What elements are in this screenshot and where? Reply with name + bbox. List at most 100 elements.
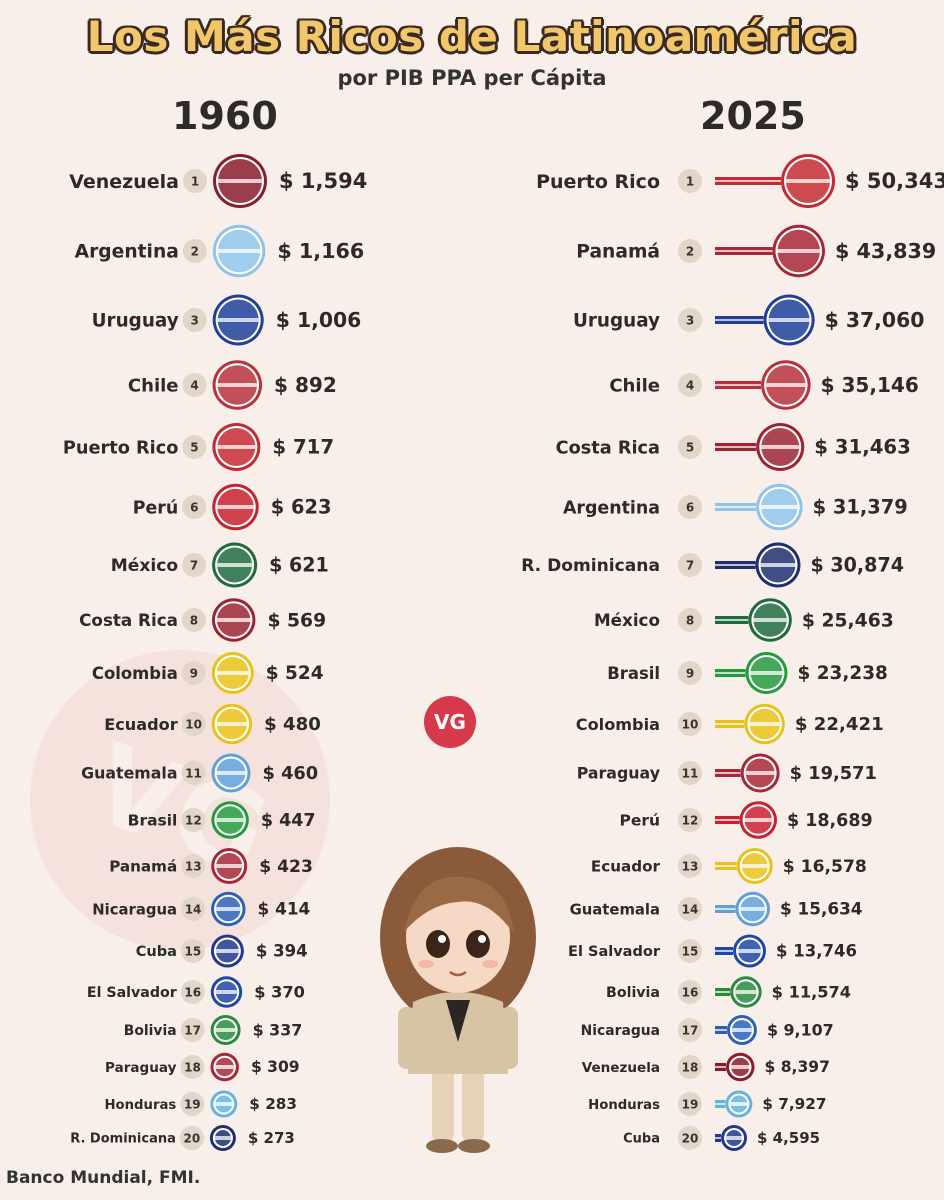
row1960-13-flag-stripe <box>216 864 243 868</box>
row1960-15-rank-badge <box>180 939 205 963</box>
row2025-3-rank-badge <box>678 308 702 332</box>
row2025-9-bar-stripe <box>715 672 746 674</box>
row1960-14-country-label: Nicaragua <box>92 901 177 918</box>
row2025-11-bar-stripe <box>715 772 741 774</box>
row2025-19-rank: 19 <box>682 1098 699 1112</box>
vg-badge: VG <box>424 696 476 748</box>
row2025-15-flag-stripe <box>738 949 762 953</box>
row2025-20-rank: 20 <box>682 1132 699 1146</box>
row2025-11-flag-stripe <box>745 771 775 775</box>
row1960-11-country-label: Guatemala <box>81 764 177 783</box>
row1960-19-rank-badge <box>180 1092 205 1116</box>
row1960-10-value-label: $ 480 <box>264 714 321 735</box>
row2025-15-rank: 15 <box>682 945 699 959</box>
row2025-2-bar-stripe <box>715 250 773 252</box>
row2025-11-value-label: $ 19,571 <box>790 763 877 784</box>
row1960-6-rank-badge <box>182 495 207 519</box>
row1960-16-flag-stripe <box>215 990 238 994</box>
row1960-10-rank-badge <box>181 712 206 736</box>
row2025-8-country-label: México <box>594 610 660 630</box>
row2025-7-country-label: R. Dominicana <box>521 556 660 576</box>
row2025-8-flag-stripe <box>753 618 787 622</box>
row1960-5-value-label: $ 717 <box>272 436 334 459</box>
row1960-15-flag-stripe <box>215 949 239 953</box>
row2025-8-bar-stripe <box>715 619 749 621</box>
row1960-6-value-label: $ 623 <box>271 496 332 519</box>
row1960-7-value-label: $ 621 <box>269 554 329 576</box>
row2025-2-rank-badge <box>678 239 702 263</box>
year-heading-1960: 1960 <box>172 94 278 138</box>
row2025-6-bar-stripe <box>715 506 757 508</box>
row1960-7-country-label: México <box>111 556 178 576</box>
row2025-17-flag-stripe <box>731 1028 752 1032</box>
row1960-8-value-label: $ 569 <box>267 610 326 631</box>
row2025-9-rank-badge <box>678 661 702 685</box>
row2025-16-rank: 16 <box>682 986 699 1000</box>
row1960-17-flag-stripe <box>215 1028 236 1032</box>
row2025-20-value-label: $ 4,595 <box>757 1129 820 1147</box>
row1960-18-rank-badge <box>180 1055 205 1079</box>
row2025-19-bar-stripe <box>715 1103 726 1105</box>
row1960-20-value-label: $ 273 <box>248 1129 295 1147</box>
row2025-2-rank: 2 <box>686 245 694 259</box>
row1960-17-value-label: $ 337 <box>253 1020 303 1039</box>
row2025-3-value-label: $ 37,060 <box>825 308 925 332</box>
row1960-17-rank: 17 <box>184 1024 201 1038</box>
row2025-17-rank-badge <box>678 1018 702 1042</box>
row2025-6-rank: 6 <box>686 501 694 515</box>
row1960-19-country-label: Honduras <box>104 1098 176 1113</box>
row1960-20-country-label: R. Dominicana <box>70 1132 176 1147</box>
row2025-13-flag-stripe <box>741 864 768 868</box>
row2025-12-rank-badge <box>678 808 702 832</box>
row1960-4-value-label: $ 892 <box>274 373 337 397</box>
row2025-12-rank: 12 <box>682 814 699 828</box>
row1960-16-value-label: $ 370 <box>254 982 305 1001</box>
row1960-1-flag-stripe <box>218 179 262 183</box>
row2025-13-bar-stripe <box>715 865 737 867</box>
row1960-13-country-label: Panamá <box>109 857 177 875</box>
row2025-3-rank: 3 <box>686 314 694 328</box>
row1960-2-flag-stripe <box>217 249 261 253</box>
row2025-10-bar-stripe <box>715 723 745 725</box>
row2025-16-rank-badge <box>678 980 702 1004</box>
row2025-9-country-label: Brasil <box>607 664 660 683</box>
row2025-20-flag-stripe <box>726 1136 743 1140</box>
row1960-18-rank: 18 <box>184 1061 201 1075</box>
row1960-3-rank-badge <box>182 308 207 332</box>
row1960-8-country-label: Costa Rica <box>79 610 178 630</box>
row2025-18-country-label: Venezuela <box>582 1060 660 1076</box>
row1960-13-value-label: $ 423 <box>259 857 313 877</box>
row2025-10-flag-stripe <box>749 722 780 726</box>
row2025-12-value-label: $ 18,689 <box>787 811 873 831</box>
row2025-18-flag-stripe <box>731 1065 750 1069</box>
row1960-7-rank-badge <box>182 553 207 577</box>
row1960-3-country-label: Uruguay <box>92 311 179 332</box>
row1960-14-rank: 14 <box>185 903 202 917</box>
row1960-12-flag-stripe <box>216 818 244 822</box>
row2025-7-flag-stripe <box>760 563 796 567</box>
row1960-5-rank: 5 <box>190 441 198 455</box>
row2025-5-country-label: Costa Rica <box>556 438 660 458</box>
source-note: Banco Mundial, FMI. <box>6 1168 201 1188</box>
row1960-20-rank-badge <box>179 1126 204 1150</box>
row2025-14-flag-stripe <box>740 907 765 911</box>
row1960-8-rank: 8 <box>190 614 198 628</box>
row1960-16-rank-badge <box>180 980 205 1004</box>
row2025-20-bar-stripe <box>715 1137 722 1139</box>
row2025-5-value-label: $ 31,463 <box>814 436 911 459</box>
row1960-9-country-label: Colombia <box>92 664 178 683</box>
row2025-13-country-label: Ecuador <box>591 857 661 875</box>
row2025-1-value-label: $ 50,343 <box>845 169 944 193</box>
row1960-2-value-label: $ 1,166 <box>277 239 364 263</box>
row2025-3-bar-stripe <box>715 319 764 321</box>
row2025-11-rank-badge <box>678 761 702 785</box>
row1960-14-value-label: $ 414 <box>258 899 311 919</box>
row2025-9-value-label: $ 23,238 <box>797 663 887 684</box>
row2025-16-flag-stripe <box>735 990 757 994</box>
row2025-2-flag-stripe <box>777 249 820 253</box>
row1960-12-rank: 12 <box>185 814 202 828</box>
row1960-5-country-label: Puerto Rico <box>63 438 178 458</box>
row2025-20-rank-badge <box>678 1126 702 1150</box>
row1960-8-rank-badge <box>181 608 206 632</box>
